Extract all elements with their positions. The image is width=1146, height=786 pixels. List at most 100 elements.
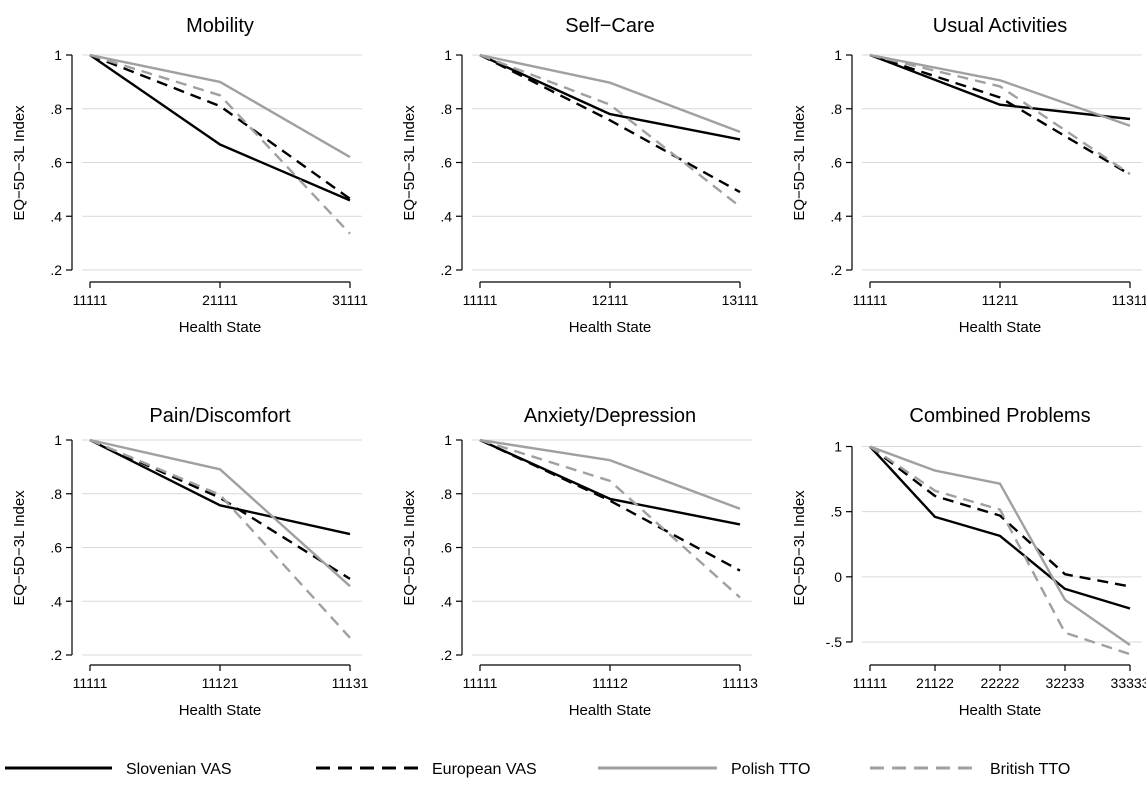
x-axis-label: Health State	[569, 319, 652, 336]
series-line-1	[479, 53, 741, 194]
x-tick-label: 11111	[853, 292, 888, 308]
y-tick-label: .6	[830, 155, 842, 171]
panel-title: Self−Care	[565, 15, 655, 37]
legend: Slovenian VAS European VAS Polish TTO Briti…	[5, 761, 1070, 778]
panel-3: Pain/Discomfort .2 .4 .6 .8 1 EQ−5D−3L Index 11…	[11, 405, 369, 719]
series-line-2	[479, 53, 741, 134]
series-line-0	[479, 438, 741, 526]
y-tick-label: .6	[440, 540, 452, 556]
x-tick-label: 21122	[916, 675, 954, 691]
x-tick-label: 11311	[1112, 292, 1146, 308]
x-tick-label: 33333	[1111, 675, 1146, 691]
y-tick-label: 1	[444, 47, 452, 63]
series-line-1	[869, 445, 1131, 588]
series-line-3	[89, 53, 351, 235]
y-tick-label: .8	[440, 101, 452, 117]
x-tick-label: 11111	[73, 292, 108, 308]
panel-5: Combined Problems -.5 0 .5 1 EQ−5D−3L Index 11…	[791, 405, 1146, 719]
legend-item: Polish TTO	[598, 761, 810, 778]
y-tick-label: .8	[830, 101, 842, 117]
series-line-0	[89, 54, 351, 202]
series-line-1	[869, 53, 1131, 176]
y-tick-label: 1	[54, 432, 62, 448]
y-axis-label: EQ−5D−3L Index	[11, 490, 28, 606]
y-tick-label: .2	[440, 262, 452, 278]
y-tick-label: -.5	[826, 634, 843, 650]
series-line-2	[89, 438, 351, 588]
y-tick-label: .8	[440, 486, 452, 502]
x-axis-label: Health State	[179, 319, 262, 336]
panel-title: Pain/Discomfort	[149, 405, 291, 427]
series-line-0	[869, 445, 1131, 610]
series-line-3	[869, 445, 1131, 656]
x-tick-label: 11111	[73, 675, 108, 691]
y-tick-label: .4	[830, 208, 842, 224]
series-line-3	[479, 438, 741, 599]
legend-label: Slovenian VAS	[126, 761, 232, 778]
y-tick-label: .6	[440, 155, 452, 171]
series-line-2	[869, 445, 1131, 646]
series-line-0	[869, 53, 1131, 121]
legend-item: European VAS	[316, 761, 537, 778]
x-tick-label: 11121	[202, 675, 239, 691]
panel-title: Anxiety/Depression	[524, 405, 696, 427]
x-tick-label: 11131	[332, 675, 369, 691]
panel-title: Mobility	[186, 15, 254, 37]
y-tick-label: .4	[440, 593, 452, 609]
y-tick-label: .2	[50, 262, 62, 278]
panel-4: Anxiety/Depression .2 .4 .6 .8 1 EQ−5D−3L Inde…	[401, 405, 758, 719]
series-line-3	[479, 53, 741, 208]
x-tick-label: 11211	[982, 292, 1019, 308]
y-tick-label: .4	[440, 208, 452, 224]
y-tick-label: .4	[50, 208, 62, 224]
legend-item: Slovenian VAS	[5, 761, 232, 778]
series-line-0	[89, 438, 351, 536]
x-tick-label: 21111	[202, 292, 238, 308]
panel-1: Self−Care .2 .4 .6 .8 1 EQ−5D−3L Index 11111 121…	[401, 15, 759, 336]
legend-label: Polish TTO	[731, 761, 810, 778]
x-axis-label: Health State	[959, 702, 1042, 719]
y-tick-label: .2	[830, 262, 842, 278]
series-line-3	[869, 53, 1131, 176]
x-tick-label: 32233	[1046, 675, 1085, 691]
y-tick-label: .8	[50, 101, 62, 117]
y-tick-label: .2	[440, 647, 452, 663]
x-tick-label: 11113	[722, 675, 758, 691]
legend-item: British TTO	[870, 761, 1070, 778]
y-tick-label: 0	[834, 569, 842, 585]
y-tick-label: .5	[830, 504, 842, 520]
y-tick-label: .4	[50, 593, 62, 609]
x-axis-label: Health State	[569, 702, 652, 719]
panel-title: Usual Activities	[933, 15, 1068, 37]
series-line-2	[869, 53, 1131, 127]
y-tick-label: .2	[50, 647, 62, 663]
y-tick-label: 1	[834, 47, 842, 63]
y-tick-label: 1	[444, 432, 452, 448]
y-axis-label: EQ−5D−3L Index	[401, 490, 418, 606]
y-axis-label: EQ−5D−3L Index	[401, 105, 418, 221]
y-tick-label: 1	[834, 439, 842, 455]
legend-label: British TTO	[990, 761, 1070, 778]
series-line-0	[479, 53, 741, 141]
panel-0: Mobility .2 .4 .6 .8 1 EQ−5D−3L Index 11111 2111…	[11, 15, 368, 336]
y-tick-label: 1	[54, 47, 62, 63]
y-tick-label: .6	[50, 540, 62, 556]
x-tick-label: 12111	[592, 292, 629, 308]
series-line-2	[89, 53, 351, 159]
x-tick-label: 11112	[592, 675, 628, 691]
x-tick-label: 31111	[332, 292, 368, 308]
series-line-1	[89, 53, 351, 200]
x-tick-label: 11111	[463, 292, 498, 308]
x-tick-label: 11111	[463, 675, 498, 691]
x-tick-label: 13111	[722, 292, 759, 308]
y-axis-label: EQ−5D−3L Index	[11, 105, 28, 221]
panel-title: Combined Problems	[909, 405, 1090, 427]
series-line-1	[479, 438, 741, 572]
panel-2: Usual Activities .2 .4 .6 .8 1 EQ−5D−3L Index 1…	[791, 15, 1146, 336]
series-line-1	[89, 438, 351, 580]
legend-label: European VAS	[432, 761, 537, 778]
y-axis-label: EQ−5D−3L Index	[791, 105, 808, 221]
x-axis-label: Health State	[959, 319, 1042, 336]
y-tick-label: .6	[50, 155, 62, 171]
